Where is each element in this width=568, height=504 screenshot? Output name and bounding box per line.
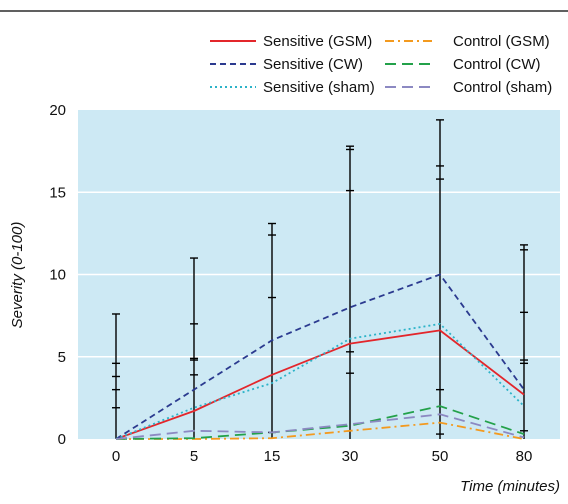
x-tick-label-15: 15 xyxy=(264,448,281,465)
y-tick-label-5: 5 xyxy=(58,349,66,366)
x-tick-label-50: 50 xyxy=(432,448,449,465)
legend-label-sensitive-sham: Sensitive (sham) xyxy=(263,79,375,96)
legend: Sensitive (GSM) Sensitive (CW) Sensitive (… xyxy=(210,33,552,96)
x-tick-label-5: 5 xyxy=(190,448,198,465)
series-line-control-sham xyxy=(115,413,525,440)
series-lines xyxy=(115,273,525,440)
y-axis-ticks: 0 5 10 15 20 xyxy=(49,102,66,448)
y-tick-label-0: 0 xyxy=(58,431,66,448)
y-tick-label-10: 10 xyxy=(49,267,66,284)
legend-label-control-gsm: Control (GSM) xyxy=(453,33,550,50)
y-axis-title: Severity (0-100) xyxy=(9,222,26,329)
legend-label-control-sham: Control (sham) xyxy=(453,79,552,96)
series-line-sensitive-gsm xyxy=(115,329,525,440)
series-line-sensitive-sham xyxy=(115,322,525,440)
legend-label-sensitive-gsm: Sensitive (GSM) xyxy=(263,33,372,50)
error-bars xyxy=(112,119,528,439)
legend-label-control-cw: Control (CW) xyxy=(453,56,541,73)
series-line-control-gsm xyxy=(116,421,525,440)
x-axis-title: Time (minutes) xyxy=(460,478,560,495)
y-tick-label-20: 20 xyxy=(49,102,66,119)
x-tick-label-30: 30 xyxy=(342,448,359,465)
x-tick-label-0: 0 xyxy=(112,448,120,465)
y-tick-label-15: 15 xyxy=(49,184,66,201)
x-tick-label-80: 80 xyxy=(516,448,533,465)
x-axis-ticks: 0 5 15 30 50 80 xyxy=(112,448,533,465)
legend-label-sensitive-cw: Sensitive (CW) xyxy=(263,56,363,73)
